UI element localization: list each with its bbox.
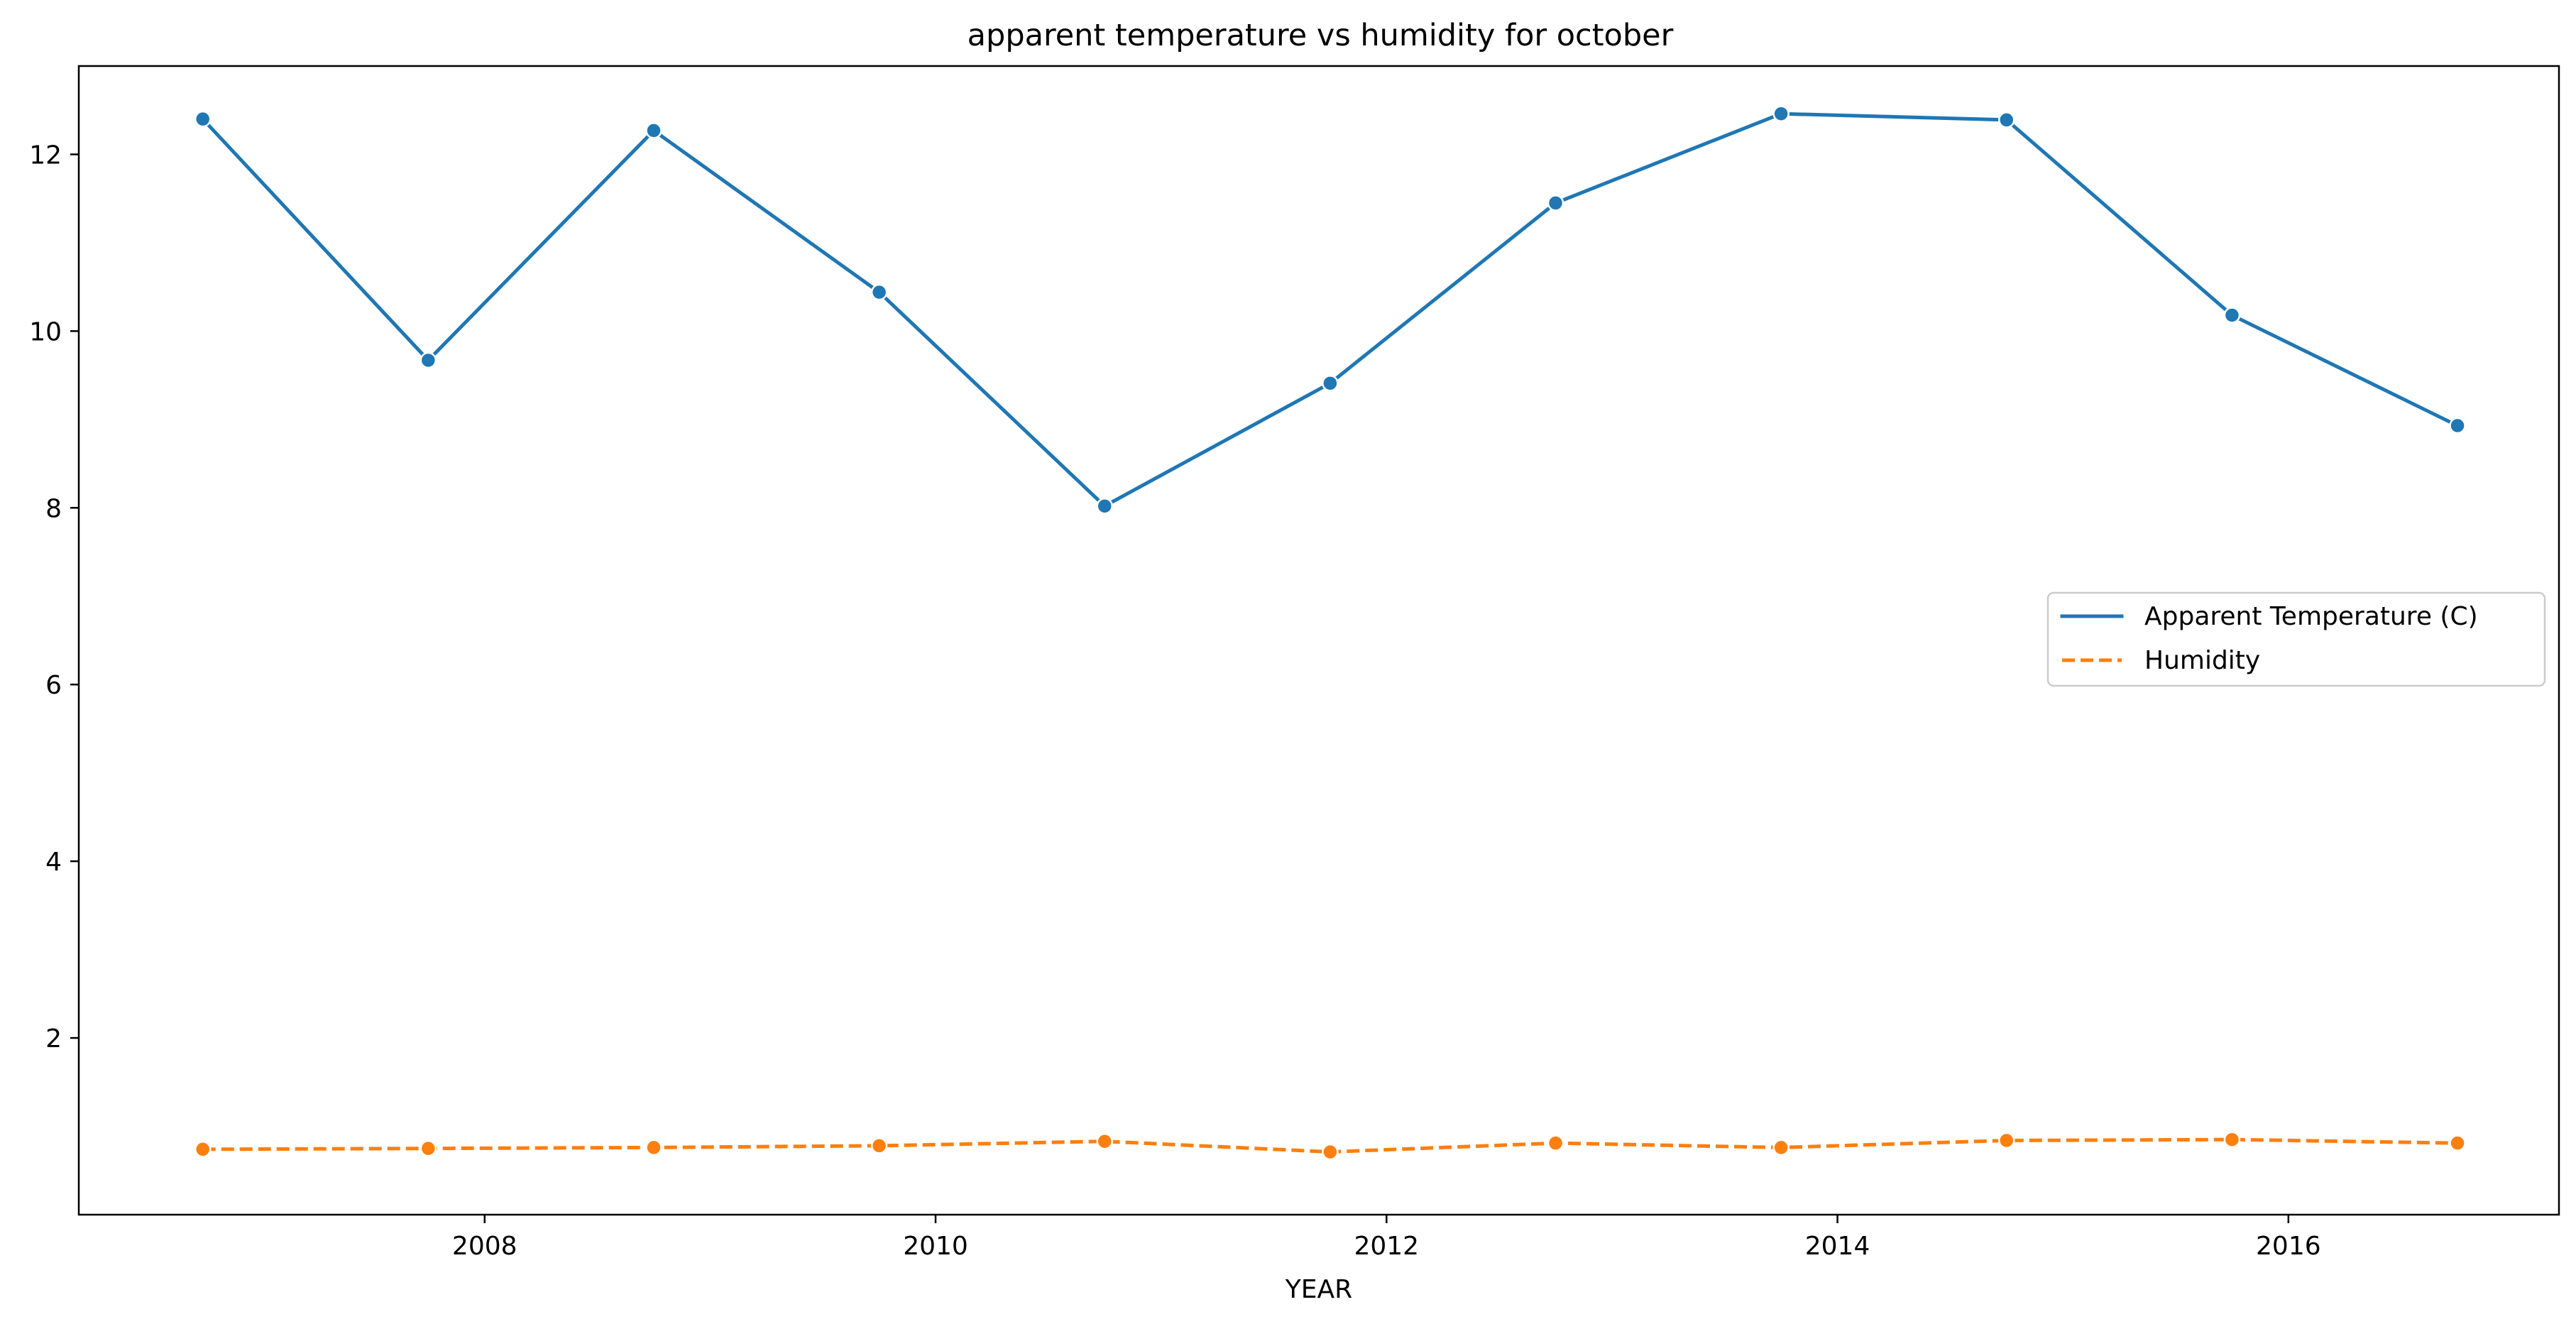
x-tick-label: 2016 <box>2256 1232 2321 1261</box>
x-tick-label: 2008 <box>452 1232 517 1261</box>
data-point-humidity <box>646 1140 661 1155</box>
data-point-apparent-temperature-c <box>1774 106 1789 121</box>
y-tick-label: 2 <box>45 1024 62 1054</box>
y-tick-label: 12 <box>29 141 62 170</box>
data-point-humidity <box>2450 1136 2465 1151</box>
data-point-apparent-temperature-c <box>195 111 210 126</box>
data-point-apparent-temperature-c <box>2450 418 2465 433</box>
data-point-humidity <box>1548 1136 1563 1151</box>
data-point-apparent-temperature-c <box>421 353 436 368</box>
data-point-apparent-temperature-c <box>1097 498 1112 513</box>
data-point-apparent-temperature-c <box>1999 112 2014 127</box>
y-tick-label: 4 <box>45 848 62 877</box>
data-point-apparent-temperature-c <box>872 285 887 300</box>
y-tick-label: 10 <box>29 317 62 346</box>
x-tick-label: 2010 <box>903 1232 968 1261</box>
legend-label-humidity: Humidity <box>2144 646 2260 675</box>
data-point-apparent-temperature-c <box>1322 376 1337 390</box>
chart-title: apparent temperature vs humidity for oct… <box>968 18 1674 53</box>
data-point-humidity <box>1999 1133 2014 1148</box>
x-axis-label: YEAR <box>1285 1275 1352 1304</box>
data-point-humidity <box>2225 1132 2240 1147</box>
data-point-humidity <box>1322 1144 1337 1159</box>
data-point-apparent-temperature-c <box>2225 307 2240 322</box>
legend: Apparent Temperature (C) Humidity <box>2048 593 2545 686</box>
legend-label-apparent-temperature: Apparent Temperature (C) <box>2144 602 2478 631</box>
data-point-apparent-temperature-c <box>646 123 661 138</box>
data-point-humidity <box>872 1138 887 1153</box>
x-tick-label: 2012 <box>1354 1232 1419 1261</box>
data-point-humidity <box>1774 1140 1789 1155</box>
x-tick-label: 2014 <box>1805 1232 1870 1261</box>
data-point-humidity <box>195 1142 210 1156</box>
data-point-apparent-temperature-c <box>1548 195 1563 210</box>
data-point-humidity <box>421 1141 436 1156</box>
y-tick-label: 6 <box>45 671 62 700</box>
y-tick-label: 8 <box>45 494 62 523</box>
data-point-humidity <box>1097 1134 1112 1149</box>
